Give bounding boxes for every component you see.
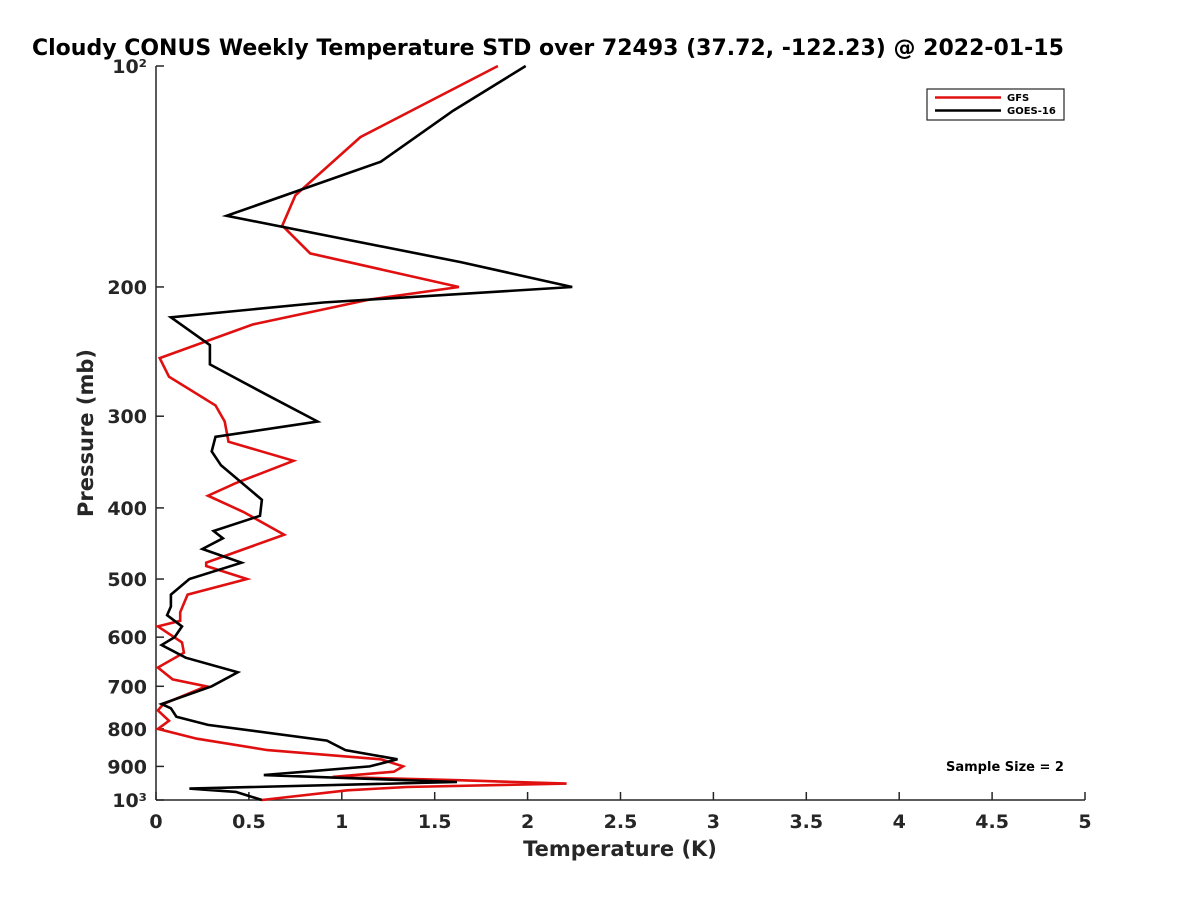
legend: GFS GOES-16: [926, 88, 1065, 121]
y-tick-label: 10²: [112, 56, 147, 78]
x-tick-label: 3.5: [789, 811, 823, 833]
x-tick-label: 0: [149, 811, 162, 833]
plot-axes: [155, 66, 1085, 801]
series-line-goes16: [158, 64, 573, 802]
y-ticks: 10² 200 300 400 500 600 700 800 900 10³: [107, 56, 164, 812]
chart-title: Cloudy CONUS Weekly Temperature STD over…: [32, 36, 1064, 61]
y-tick-label: 700: [107, 676, 147, 698]
x-tick-label: 2: [521, 811, 534, 833]
y-tick-label: 300: [107, 406, 147, 428]
x-axis-label: Temperature (K): [523, 837, 717, 861]
x-tick-label: 1: [335, 811, 348, 833]
y-tick-label: 500: [107, 569, 147, 591]
x-tick-label: 3: [707, 811, 720, 833]
y-tick-label: 800: [107, 719, 147, 741]
x-ticks: 0 0.5 1 1.5 2 2.5 3 3.5 4 4.5 5: [149, 792, 1092, 833]
x-tick-label: 1.5: [418, 811, 452, 833]
y-tick-label: 600: [107, 627, 147, 649]
x-tick-label: 4: [893, 811, 906, 833]
series-line-gfs: [154, 64, 567, 802]
legend-label-gfs: GFS: [1007, 93, 1029, 104]
x-tick-label: 5: [1078, 811, 1091, 833]
y-tick-label: 400: [107, 498, 147, 520]
y-tick-label: 10³: [112, 790, 147, 812]
legend-label-goes16: GOES-16: [1007, 106, 1056, 117]
x-tick-label: 0.5: [232, 811, 266, 833]
y-tick-label: 900: [107, 756, 147, 778]
sample-size-annotation: Sample Size = 2: [946, 760, 1064, 775]
legend-box: [926, 88, 1065, 121]
series-layer: [154, 64, 573, 802]
y-axis-label: Pressure (mb): [74, 349, 98, 517]
x-tick-label: 4.5: [975, 811, 1009, 833]
y-tick-label: 200: [107, 277, 147, 299]
x-tick-label: 2.5: [604, 811, 638, 833]
